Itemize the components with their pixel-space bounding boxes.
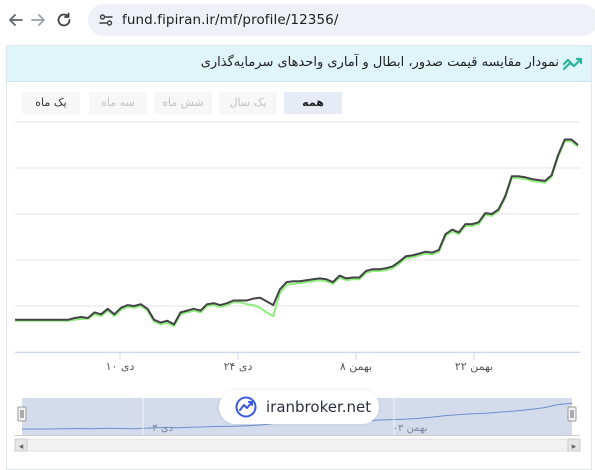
url-text[interactable]: fund.fipiran.ir/mf/profile/12356/ — [122, 12, 339, 28]
scroll-right-icon: ▸ — [572, 442, 577, 452]
series-line-1 — [15, 140, 579, 328]
forward-arrow-icon — [31, 14, 45, 26]
watermark-text: iranbroker.net — [266, 398, 372, 416]
series-line-0 — [15, 138, 579, 326]
x-tick-label: بهمن ۲۲ — [455, 360, 493, 373]
panel-header: نمودار مقایسه قیمت صدور، ابطال و آماری و… — [7, 46, 591, 82]
scroll-left-button[interactable] — [14, 438, 28, 452]
navigator-handle-right[interactable] — [567, 406, 577, 422]
address-bar[interactable]: fund.fipiran.ir/mf/profile/12356/ — [88, 4, 595, 36]
x-tick-label: دی ۲۴ — [224, 360, 253, 373]
range-button-one-year[interactable]: یک سال — [219, 92, 277, 114]
back-button[interactable] — [4, 8, 28, 32]
range-button-six-months[interactable]: شش ماه — [154, 92, 212, 114]
navigator-handle-left[interactable] — [17, 406, 27, 422]
site-settings-icon[interactable] — [98, 12, 114, 28]
panel-title: نمودار مقایسه قیمت صدور، ابطال و آماری و… — [200, 55, 559, 70]
range-button-one-month[interactable]: یک ماه — [22, 92, 80, 114]
iranbroker-logo-icon — [235, 396, 257, 418]
reload-icon — [57, 12, 71, 27]
x-tick-label: بهمن ۸ — [340, 360, 372, 373]
scroll-right-button[interactable] — [567, 438, 581, 452]
series-layer — [15, 138, 579, 328]
x-axis-ticks: دی ۱۰ دی ۲۴ بهمن ۸ بهمن ۲۲ — [15, 352, 580, 373]
x-tick-label: دی ۱۰ — [106, 360, 135, 373]
scroll-left-icon: ◂ — [19, 442, 24, 452]
browser-toolbar: fund.fipiran.ir/mf/profile/12356/ — [0, 0, 595, 40]
reload-button[interactable] — [52, 8, 76, 32]
chart-grid — [15, 121, 580, 353]
range-button-three-months[interactable]: سه ماه — [89, 92, 147, 114]
range-button-all[interactable]: همه — [284, 92, 342, 114]
back-arrow-icon — [9, 14, 23, 26]
watermark: iranbroker.net — [219, 390, 379, 424]
chart-trend-icon — [563, 57, 583, 71]
scrollbar[interactable] — [14, 438, 581, 452]
navigator-label: بهمن ۰۳ — [393, 423, 428, 434]
navigator-label: دی ۰۳ — [147, 423, 173, 434]
forward-button[interactable] — [26, 8, 50, 32]
